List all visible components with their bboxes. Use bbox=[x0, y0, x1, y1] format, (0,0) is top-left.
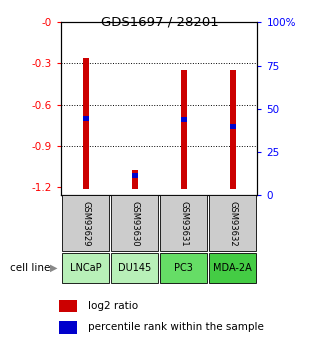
Text: DU145: DU145 bbox=[118, 263, 151, 273]
Bar bbox=[59, 321, 77, 334]
Text: LNCaP: LNCaP bbox=[70, 263, 101, 273]
Bar bbox=[181, 70, 187, 189]
Bar bbox=[62, 196, 109, 251]
Text: log2 ratio: log2 ratio bbox=[88, 301, 138, 311]
Text: cell line: cell line bbox=[10, 263, 50, 273]
Bar bbox=[181, 117, 187, 122]
Text: ▶: ▶ bbox=[50, 263, 57, 273]
Bar bbox=[82, 58, 88, 189]
Bar bbox=[59, 299, 77, 312]
Bar bbox=[111, 253, 158, 283]
Text: percentile rank within the sample: percentile rank within the sample bbox=[88, 322, 264, 332]
Text: GSM93631: GSM93631 bbox=[179, 200, 188, 246]
Bar bbox=[111, 196, 158, 251]
Bar bbox=[230, 124, 236, 129]
Bar bbox=[160, 253, 207, 283]
Text: MDA-2A: MDA-2A bbox=[214, 263, 252, 273]
Text: GDS1697 / 28201: GDS1697 / 28201 bbox=[101, 16, 219, 29]
Bar bbox=[62, 253, 109, 283]
Bar bbox=[132, 173, 138, 178]
Text: GSM93630: GSM93630 bbox=[130, 200, 139, 246]
Text: GSM93629: GSM93629 bbox=[81, 201, 90, 246]
Bar bbox=[132, 170, 138, 189]
Bar bbox=[209, 253, 256, 283]
Bar bbox=[160, 196, 207, 251]
Text: PC3: PC3 bbox=[174, 263, 193, 273]
Bar bbox=[209, 196, 256, 251]
Bar bbox=[230, 70, 236, 189]
Bar bbox=[82, 116, 88, 121]
Text: GSM93632: GSM93632 bbox=[228, 200, 237, 246]
